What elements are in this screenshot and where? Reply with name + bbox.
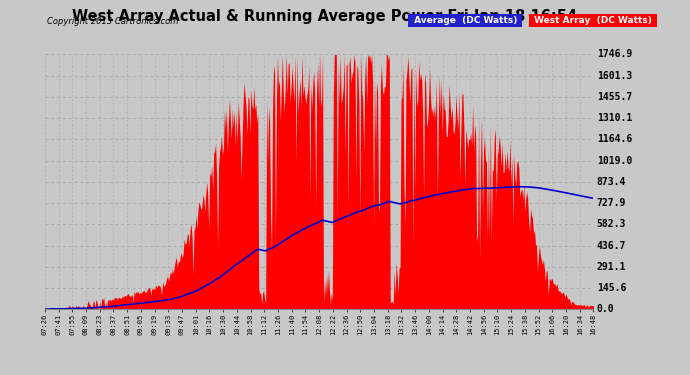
- Text: 436.7: 436.7: [597, 241, 626, 250]
- Text: 1601.3: 1601.3: [597, 70, 632, 81]
- Text: Average  (DC Watts): Average (DC Watts): [411, 16, 520, 25]
- Text: 873.4: 873.4: [597, 177, 626, 187]
- Text: 145.6: 145.6: [597, 283, 626, 293]
- Text: 1019.0: 1019.0: [597, 156, 632, 166]
- Text: West Array  (DC Watts): West Array (DC Watts): [531, 16, 656, 25]
- Text: 1455.7: 1455.7: [597, 92, 632, 102]
- Text: 727.9: 727.9: [597, 198, 626, 208]
- Text: 1746.9: 1746.9: [597, 50, 632, 59]
- Text: West Array Actual & Running Average Power Fri Jan 18 16:54: West Array Actual & Running Average Powe…: [72, 9, 577, 24]
- Text: Copyright 2013 Cartronics.com: Copyright 2013 Cartronics.com: [47, 17, 178, 26]
- Text: 1310.1: 1310.1: [597, 113, 632, 123]
- Text: 0.0: 0.0: [597, 304, 614, 314]
- Text: 291.1: 291.1: [597, 262, 626, 272]
- Text: 1164.6: 1164.6: [597, 134, 632, 144]
- Text: 582.3: 582.3: [597, 219, 626, 230]
